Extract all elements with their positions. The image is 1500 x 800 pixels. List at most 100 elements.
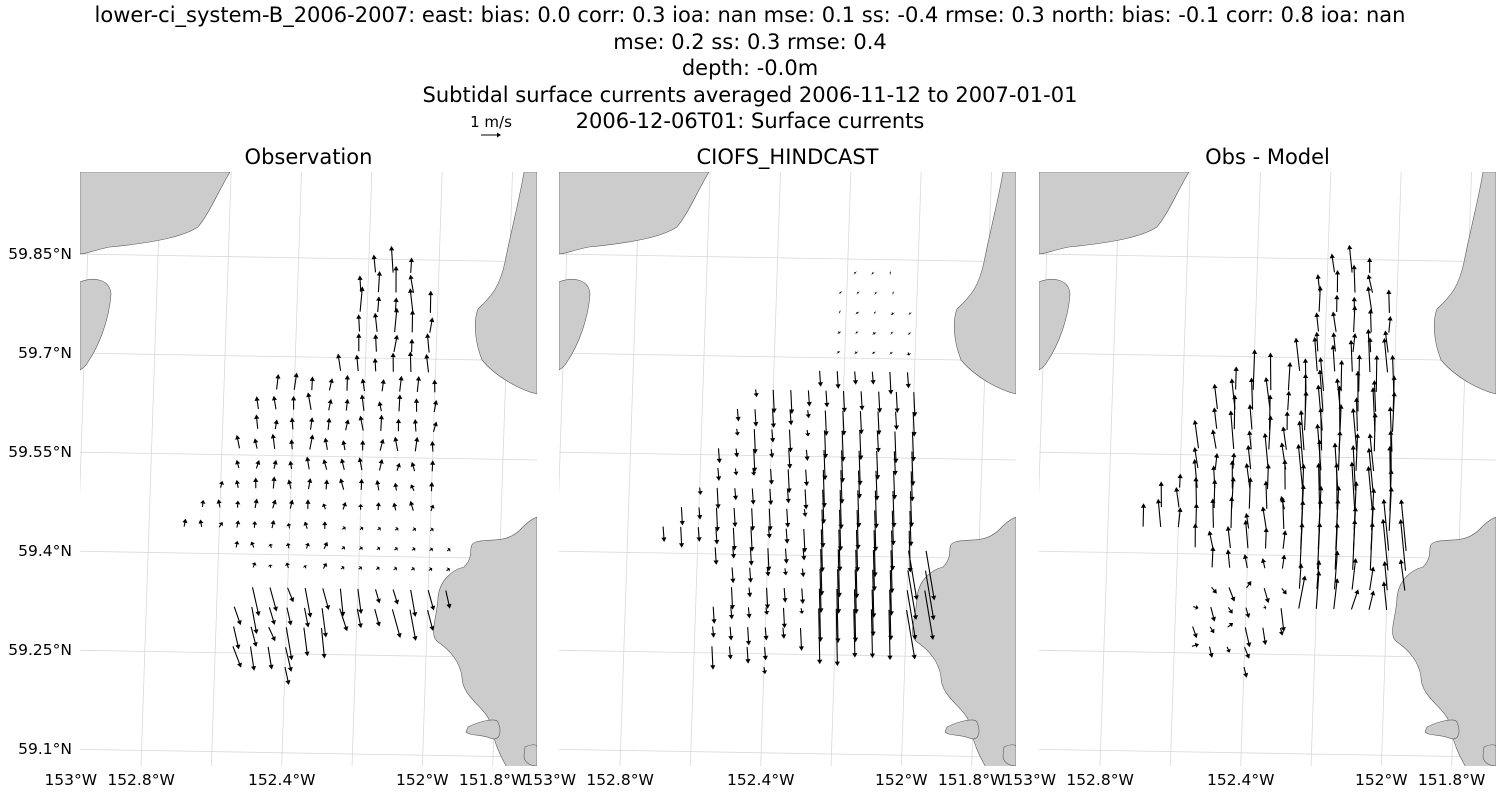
current-arrow xyxy=(309,376,315,391)
current-arrow xyxy=(789,390,795,415)
current-arrow xyxy=(409,338,415,353)
current-arrow xyxy=(1391,391,1397,432)
current-arrow xyxy=(1333,550,1340,590)
current-arrow xyxy=(908,311,912,316)
current-arrow xyxy=(1331,311,1337,332)
current-arrow xyxy=(1281,426,1287,450)
current-arrow xyxy=(250,626,258,647)
current-arrow xyxy=(1388,486,1394,531)
current-arrow xyxy=(1366,274,1374,293)
map-panel-1: Observation 153°W 152.8°W 152.4°W 152°W 151.8… xyxy=(8,113,537,789)
current-arrow xyxy=(323,541,329,550)
land-mass-6 xyxy=(1482,744,1496,766)
current-arrow xyxy=(1348,339,1354,372)
current-arrow xyxy=(377,526,381,531)
land-mass-5 xyxy=(465,719,501,740)
current-arrow xyxy=(1354,433,1361,471)
current-arrow xyxy=(322,521,328,530)
current-arrow xyxy=(1383,330,1389,353)
current-arrow xyxy=(836,549,842,598)
current-arrow xyxy=(359,394,366,411)
current-arrow xyxy=(1282,530,1288,549)
current-arrow xyxy=(1231,452,1237,469)
current-arrow xyxy=(1315,570,1322,609)
current-arrow xyxy=(822,450,828,481)
current-arrow xyxy=(1381,498,1390,551)
land-mass-1 xyxy=(80,172,231,255)
current-arrow xyxy=(889,550,895,594)
current-arrow xyxy=(1318,357,1325,392)
quiver-key-label: 1 m/s xyxy=(470,113,512,131)
lon-gridline xyxy=(900,172,922,766)
current-arrow xyxy=(271,499,277,509)
current-arrow xyxy=(747,567,754,583)
current-arrow xyxy=(409,609,418,641)
current-arrow xyxy=(910,451,916,486)
current-arrow xyxy=(1317,285,1323,312)
current-arrow xyxy=(376,271,382,293)
current-arrow xyxy=(289,417,295,430)
current-arrow xyxy=(853,351,859,354)
current-arrow xyxy=(1212,383,1218,410)
current-arrow xyxy=(397,394,403,412)
lat-tick-label: 59.7°N xyxy=(18,344,72,362)
current-arrow xyxy=(340,565,345,570)
current-arrow xyxy=(235,459,241,469)
current-arrow xyxy=(818,568,824,613)
current-arrow xyxy=(1368,308,1374,333)
current-arrow xyxy=(356,333,362,352)
current-arrow xyxy=(357,457,363,471)
current-arrow xyxy=(234,540,240,548)
land-mass-6 xyxy=(523,744,537,766)
current-arrow xyxy=(840,430,846,462)
land-mass-2 xyxy=(559,279,591,371)
current-arrow xyxy=(730,547,737,559)
current-arrow xyxy=(1267,352,1274,391)
current-arrow xyxy=(751,448,758,473)
current-arrow xyxy=(1356,354,1362,392)
current-arrow xyxy=(408,288,414,313)
current-arrow xyxy=(235,500,241,508)
current-arrow xyxy=(395,418,402,432)
current-arrow xyxy=(374,589,381,604)
current-arrow xyxy=(285,627,294,661)
current-arrow xyxy=(858,411,864,435)
current-arrow xyxy=(273,419,279,430)
lon-tick-label: 152°W xyxy=(396,771,449,789)
current-arrow xyxy=(734,428,740,436)
current-arrow xyxy=(891,471,898,500)
current-arrow xyxy=(376,546,381,551)
current-arrow xyxy=(729,587,735,610)
current-arrow xyxy=(1226,646,1231,653)
current-arrow xyxy=(429,317,435,333)
lon-gridline xyxy=(830,172,852,766)
land-mass-6 xyxy=(1002,744,1016,766)
current-arrow xyxy=(1229,496,1235,529)
current-arrow xyxy=(907,530,913,573)
current-arrow xyxy=(1263,376,1271,410)
current-arrow xyxy=(376,296,382,313)
current-arrow xyxy=(429,547,433,552)
lon-tick-label: 151.8°W xyxy=(938,771,1005,789)
current-arrow xyxy=(869,609,876,659)
land-mass-5 xyxy=(1424,719,1460,740)
current-arrow xyxy=(747,587,753,598)
current-arrow xyxy=(354,354,360,372)
current-arrow xyxy=(731,527,737,551)
current-arrow xyxy=(806,390,812,407)
current-arrow xyxy=(734,448,740,458)
current-arrow xyxy=(907,331,912,335)
current-arrow xyxy=(341,502,347,510)
current-arrow xyxy=(358,504,364,510)
lon-tick-label: 151.8°W xyxy=(459,771,526,789)
current-arrow xyxy=(1177,507,1183,528)
current-arrow xyxy=(288,460,294,470)
lon-tick-label: 152.4°W xyxy=(727,771,794,789)
current-arrow xyxy=(1333,578,1340,610)
current-arrow xyxy=(303,607,311,628)
current-arrow xyxy=(1262,627,1268,646)
current-arrow xyxy=(305,499,311,509)
current-arrow xyxy=(782,588,788,603)
current-arrow xyxy=(1317,369,1324,411)
current-arrow xyxy=(822,430,829,459)
